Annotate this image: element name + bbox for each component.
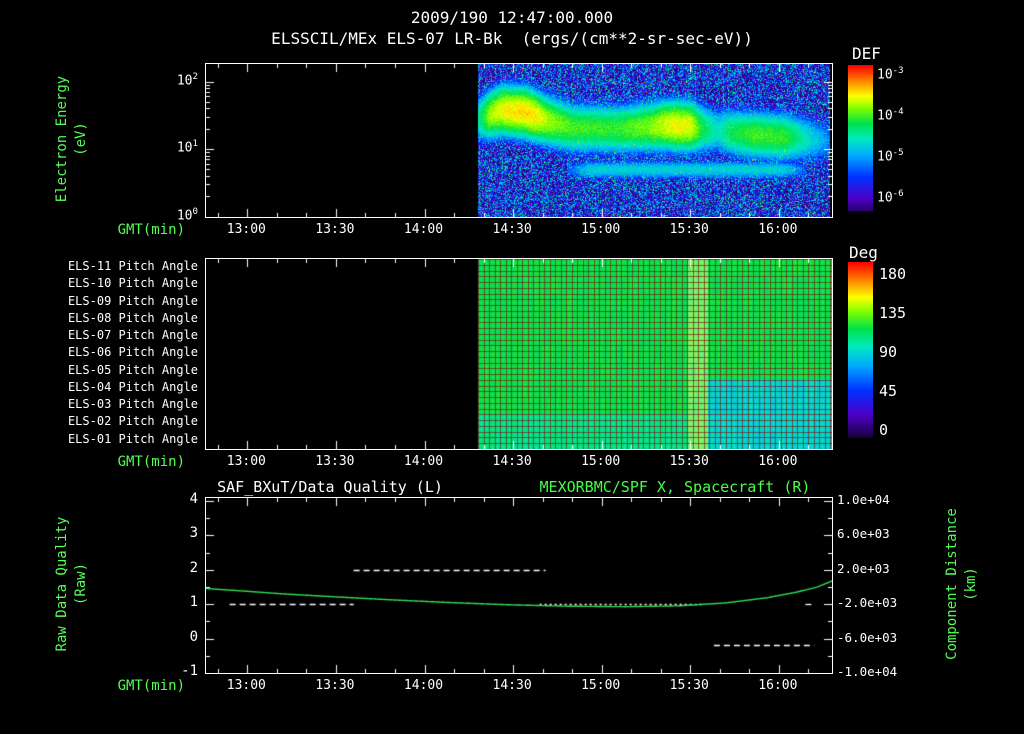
x-tick-label: 14:00 xyxy=(403,454,444,469)
quality-distance-plot xyxy=(205,497,833,674)
x-tick-label: 13:30 xyxy=(315,678,355,693)
def-colorbar-title: DEF xyxy=(852,44,881,63)
y-tick-label: 1 xyxy=(189,594,198,611)
axis-label-line: (Raw) xyxy=(73,562,89,606)
colorbar-tick-label: 10-3 xyxy=(877,66,904,83)
y-tick-label: -1 xyxy=(181,663,198,679)
deg-colorbar-title: Deg xyxy=(849,243,878,262)
els-quicklook-plot: 2009/190 12:47:00.000 ELSSCIL/MEx ELS-07… xyxy=(52,0,979,694)
colorbar-tick-label: 10-6 xyxy=(877,189,904,206)
component-distance-axis-label: Component Distance (km) xyxy=(942,434,982,734)
x-tick-label: 15:30 xyxy=(669,678,709,693)
colorbar-tick-label: 135 xyxy=(879,304,907,322)
pitch-row-label: ELS-02 Pitch Angle xyxy=(67,414,198,429)
x-tick-label: 16:00 xyxy=(758,222,798,237)
y-tick-label: 101 xyxy=(176,139,198,156)
gmt-axis-label: GMT(min) xyxy=(117,222,185,238)
colorbar-tick-label: 90 xyxy=(879,343,898,361)
x-tick-label: 14:00 xyxy=(403,678,444,693)
x-tick-label: 15:30 xyxy=(669,454,709,469)
x-tick-label: 16:00 xyxy=(758,454,798,469)
pitch-row-label: ELS-07 Pitch Angle xyxy=(67,328,198,343)
plot-subtitle: ELSSCIL/MEx ELS-07 LR-Bk (ergs/(cm**2-sr… xyxy=(271,29,753,48)
x-tick-label: 13:30 xyxy=(315,454,355,469)
right-tick-label: -6.0e+03 xyxy=(837,629,898,645)
x-tick-label: 16:00 xyxy=(758,678,798,693)
pitch-row-label: ELS-01 Pitch Angle xyxy=(67,431,198,446)
x-tick-label: 15:00 xyxy=(581,454,621,469)
y-tick-label: 102 xyxy=(176,71,198,88)
def-colorbar xyxy=(848,65,873,211)
colorbar-tick-label: 180 xyxy=(879,265,907,283)
axis-label-line: (eV) xyxy=(73,122,89,156)
timestamp-title: 2009/190 12:47:00.000 xyxy=(410,8,614,27)
left-series-title: SAF_BXuT/Data Quality (L) xyxy=(217,478,443,496)
y-tick-label: 3 xyxy=(189,525,198,542)
colorbar-tick-label: 0 xyxy=(879,421,889,439)
y-tick-label: 2 xyxy=(189,559,198,576)
electron-energy-spectrogram xyxy=(205,63,833,218)
pitch-row-label: ELS-03 Pitch Angle xyxy=(67,397,198,412)
raw-data-quality-axis-label: Raw Data Quality (Raw) xyxy=(52,434,92,734)
gmt-axis-label: GMT(min) xyxy=(117,454,185,470)
colorbar-tick-label: 45 xyxy=(879,382,898,400)
x-tick-label: 13:00 xyxy=(226,454,266,469)
pitch-row-label: ELS-10 Pitch Angle xyxy=(67,276,198,291)
right-tick-label: 6.0e+03 xyxy=(837,526,890,542)
x-tick-label: 15:30 xyxy=(669,222,709,237)
axis-label-line: Electron Energy xyxy=(54,75,70,203)
x-tick-label: 15:00 xyxy=(581,222,621,237)
axis-label-line: Raw Data Quality xyxy=(54,516,70,652)
pitch-row-label: ELS-09 Pitch Angle xyxy=(67,293,198,308)
colorbar-tick-label: 10-5 xyxy=(877,148,904,165)
right-tick-label: -2.0e+03 xyxy=(837,595,898,611)
right-tick-label: -1.0e+04 xyxy=(837,664,898,679)
pitch-angle-heatmap xyxy=(205,258,833,450)
x-tick-label: 13:00 xyxy=(226,222,266,237)
y-tick-label: 100 xyxy=(176,206,198,223)
x-tick-label: 14:30 xyxy=(492,678,532,693)
electron-energy-axis-label: Electron Energy (eV) xyxy=(52,0,92,289)
pitch-row-label: ELS-11 Pitch Angle xyxy=(67,259,198,273)
x-tick-label: 15:00 xyxy=(581,678,621,693)
pitch-row-label: ELS-05 Pitch Angle xyxy=(67,362,198,377)
pitch-row-label: ELS-04 Pitch Angle xyxy=(67,379,198,394)
gmt-axis-label: GMT(min) xyxy=(117,678,185,694)
right-series-title: MEXORBMC/SPF X, Spacecraft (R) xyxy=(539,478,811,496)
y-tick-label: 4 xyxy=(189,491,198,507)
axis-label-line: (km) xyxy=(963,567,979,601)
x-tick-label: 13:00 xyxy=(226,678,266,693)
right-tick-label: 1.0e+04 xyxy=(837,492,890,507)
x-tick-label: 14:30 xyxy=(492,222,532,237)
y-tick-label: 0 xyxy=(189,628,198,645)
axis-label-line: Component Distance xyxy=(944,508,960,660)
x-tick-label: 14:00 xyxy=(403,222,444,237)
x-tick-label: 14:30 xyxy=(492,454,532,469)
deg-colorbar xyxy=(848,262,873,438)
colorbar-tick-label: 10-4 xyxy=(877,107,904,124)
x-tick-label: 13:30 xyxy=(315,222,355,237)
pitch-row-label: ELS-08 Pitch Angle xyxy=(67,310,198,325)
pitch-row-label: ELS-06 Pitch Angle xyxy=(67,345,198,360)
right-tick-label: 2.0e+03 xyxy=(837,560,890,576)
